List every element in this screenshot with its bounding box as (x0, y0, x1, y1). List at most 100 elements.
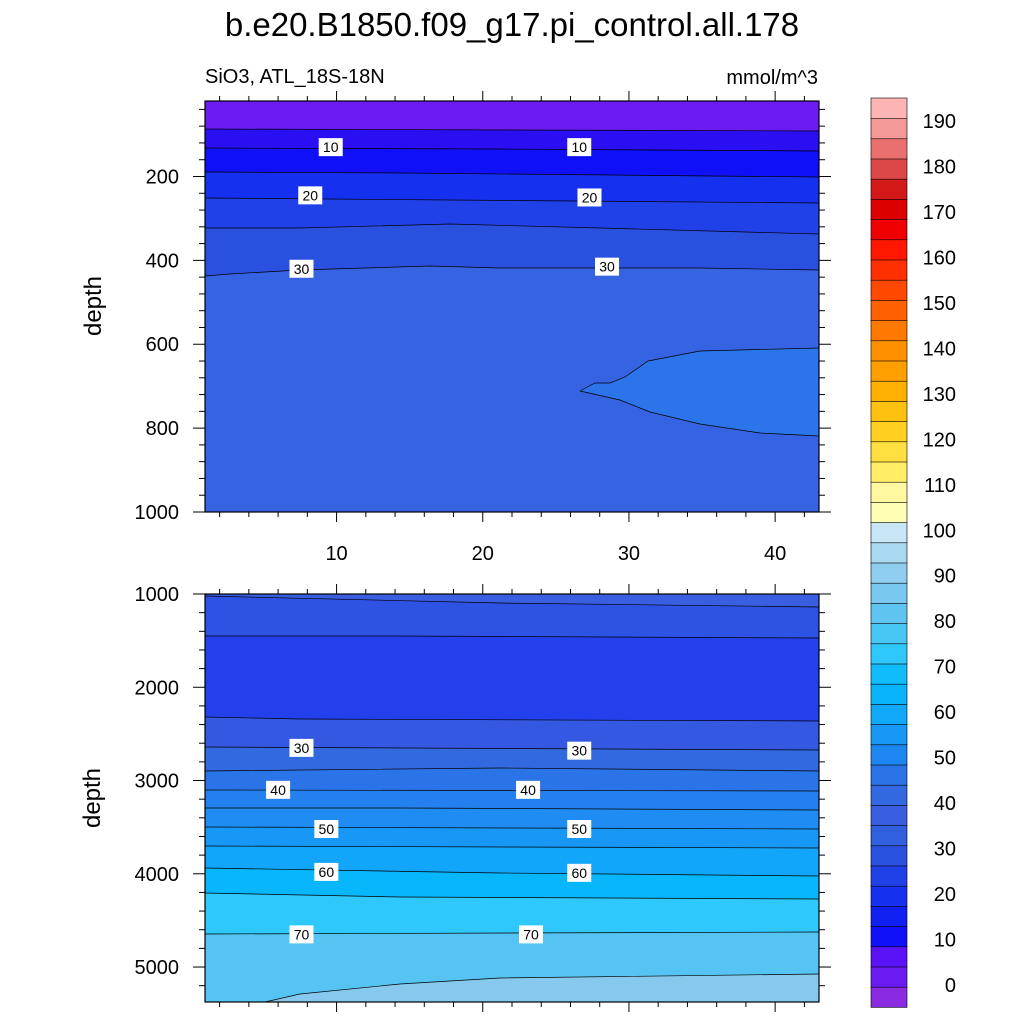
colorbar-label: 190 (923, 111, 956, 133)
colorbar-box (870, 218, 908, 241)
colorbar-box (870, 420, 908, 443)
colorbar-box (870, 198, 908, 220)
y-tick-label: 2000 (135, 677, 180, 699)
colorbar-label: 60 (934, 702, 956, 724)
colorbar-box (870, 663, 908, 685)
contour-label-box (289, 259, 314, 278)
x-tick-label: 20 (472, 543, 494, 565)
upper-contour-fill (205, 101, 819, 512)
y-tick-label: 1000 (135, 584, 180, 606)
contour-label-box (567, 138, 592, 157)
contour-label: 50 (571, 821, 587, 837)
colorbar-label: 50 (934, 748, 956, 770)
contour-label-box (567, 820, 592, 839)
colorbar-box (870, 966, 908, 988)
contour-label: 30 (294, 261, 310, 277)
colorbar-box (870, 461, 908, 483)
contour-label: 50 (319, 821, 335, 837)
contour-label-box (266, 780, 291, 799)
contour-label-box (567, 863, 592, 882)
contour-label: 10 (571, 139, 587, 155)
colorbar-box (870, 279, 908, 301)
contour-label: 30 (571, 743, 587, 759)
colorbar-box (870, 643, 908, 665)
contour-label: 60 (319, 864, 335, 880)
colorbar-label: 150 (923, 293, 956, 315)
colorbar-box (870, 259, 908, 281)
upper-contour-labels: 10 10 20 20 30 30 (289, 138, 620, 278)
colorbar-label: 40 (934, 793, 956, 815)
colorbar-box (870, 824, 908, 847)
colorbar-box (870, 764, 908, 786)
lower-contour-fill (205, 594, 819, 1002)
contour-label: 60 (571, 865, 587, 881)
contour-label-box (289, 738, 314, 757)
colorbar-box (870, 925, 908, 948)
colorbar-box (870, 723, 908, 746)
colorbar-box (870, 521, 908, 544)
subtitle-right: mmol/m^3 (726, 67, 818, 89)
colorbar-box (870, 865, 908, 887)
colorbar-label: 120 (923, 429, 956, 451)
colorbar-box (870, 501, 908, 523)
contour-label: 30 (599, 259, 615, 275)
y-tick-label: 600 (146, 334, 179, 356)
contour-label: 70 (294, 926, 310, 942)
colorbar-label: 90 (934, 566, 956, 588)
contour-label-box (567, 741, 592, 760)
lower-panel: 1000 2000 3000 4000 5000 30 30 40 40 50 50 60 60 70 7… (79, 584, 831, 1012)
x-tick-label: 40 (764, 543, 786, 565)
colorbar-box (870, 178, 908, 200)
colorbar-box (870, 622, 908, 645)
x-tick-label: 30 (618, 543, 640, 565)
contour-label-box (318, 138, 343, 157)
contour-label: 40 (520, 782, 536, 798)
colorbar-label: 100 (923, 520, 956, 542)
lower-ylabel: depth (79, 768, 106, 828)
colorbar-box (870, 239, 908, 261)
contour-label-box (516, 780, 541, 799)
lower-contour-lines (205, 595, 819, 1002)
band-75 (265, 974, 819, 1002)
y-tick-label: 5000 (135, 957, 180, 979)
colorbar-box (870, 319, 908, 342)
colorbar-box (870, 138, 908, 160)
contour-label-box (577, 188, 602, 207)
colorbar-box (870, 400, 908, 422)
y-tick-label: 3000 (135, 771, 180, 793)
colorbar-label: 10 (934, 930, 956, 952)
colorbar-box (870, 885, 908, 907)
colorbar-label: 20 (934, 884, 956, 906)
colorbar-label: 130 (923, 384, 956, 406)
colorbar-box (870, 360, 908, 382)
colorbar-box (870, 97, 908, 119)
contour-label-box (595, 257, 620, 276)
colorbar-label: 70 (934, 657, 956, 679)
colorbar-box (870, 703, 908, 725)
colorbar-box (870, 340, 908, 362)
y-tick-label: 4000 (135, 864, 180, 886)
colorbar-label: 30 (934, 839, 956, 861)
colorbar-box (870, 562, 908, 584)
y-tick-label: 200 (146, 166, 179, 188)
band-32-35 (205, 266, 819, 512)
contour-label: 70 (523, 926, 539, 942)
colorbar: 0 10 20 30 40 50 60 70 80 90 100 110 120 130 140 150 160… (870, 97, 956, 1008)
contour-label: 30 (294, 740, 310, 756)
colorbar-box (870, 905, 908, 927)
colorbar-box (870, 158, 908, 180)
y-tick-label: 800 (146, 418, 179, 440)
colorbar-label: 170 (923, 202, 956, 224)
contour-label: 40 (270, 782, 286, 798)
colorbar-box (870, 542, 908, 564)
colorbar-label: 110 (924, 475, 956, 497)
colorbar-box (870, 683, 908, 705)
colorbar-box (870, 582, 908, 604)
colorbar-box (870, 946, 908, 968)
upper-panel: 10 20 30 40 200 400 600 800 1000 10 10 20 20 30 30 de… (80, 91, 831, 565)
y-tick-label: 400 (146, 250, 179, 272)
lower-contour-labels: 30 30 40 40 50 50 60 60 70 70 (266, 738, 592, 944)
colorbar-label: 140 (923, 338, 956, 360)
colorbar-box (870, 986, 908, 1008)
